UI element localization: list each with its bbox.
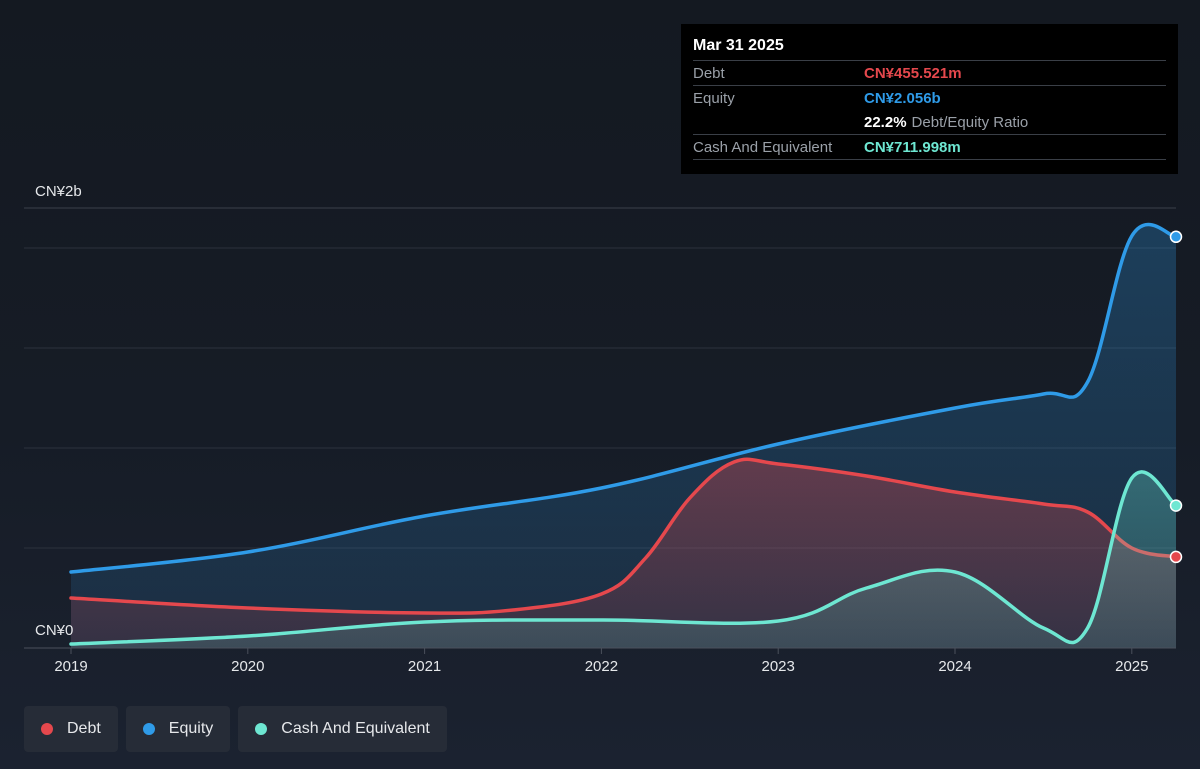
cash-end-marker[interactable] (1169, 499, 1183, 512)
tooltip-row-cash: Cash And Equivalent CN¥711.998m (693, 134, 1166, 160)
x-tick-label: 2022 (584, 658, 619, 675)
x-tick-label: 2019 (54, 658, 88, 675)
equity-end-marker[interactable] (1169, 230, 1183, 244)
y-axis-bottom-label: CN¥0 (35, 622, 74, 639)
debt-dot-icon (41, 723, 53, 735)
tooltip-row-debt: Debt CN¥455.521m (693, 60, 1166, 85)
tooltip-panel: Mar 31 2025 Debt CN¥455.521m Equity CN¥2… (681, 24, 1178, 174)
cash-area (71, 471, 1176, 648)
legend-debt-label: Debt (67, 720, 101, 737)
tooltip-row-ratio: 22.2% Debt/Equity Ratio (693, 110, 1166, 134)
x-tick-label: 2020 (231, 658, 265, 675)
equity-line (69, 222, 1178, 574)
debt-end-marker[interactable] (1169, 550, 1183, 564)
tooltip-equity-value: CN¥2.056b (864, 89, 941, 107)
legend-equity-label: Equity (168, 720, 214, 737)
legend-item-cash[interactable]: Cash And Equivalent (238, 706, 447, 752)
tooltip-row-equity: Equity CN¥2.056b (693, 85, 1166, 110)
tooltip-debt-label: Debt (693, 64, 725, 82)
tooltip-debt-value: CN¥455.521m (864, 64, 962, 82)
tooltip-date: Mar 31 2025 (693, 37, 784, 54)
x-tick-label: 2023 (761, 658, 795, 675)
legend-cash-label: Cash And Equivalent (281, 720, 430, 737)
cash-dot-icon (255, 723, 268, 735)
chart-legend: Debt Equity Cash And Equivalent (24, 706, 447, 752)
cash-line (69, 470, 1178, 646)
tooltip-cash-label: Cash And Equivalent (693, 138, 833, 156)
debt-line (69, 457, 1178, 615)
tooltip-ratio-value: 22.2% (864, 113, 907, 131)
x-tick-label: 2025 (1115, 658, 1149, 675)
x-tick-label: 2021 (407, 658, 442, 675)
equity-dot-icon (142, 723, 155, 735)
x-tick-label: 2024 (938, 658, 972, 675)
tooltip-equity-label: Equity (693, 89, 735, 107)
tooltip-cash-value: CN¥711.998m (864, 138, 961, 156)
legend-item-debt[interactable]: Debt (24, 706, 118, 752)
y-axis-top-label: CN¥2b (35, 183, 82, 200)
legend-item-equity[interactable]: Equity (125, 706, 231, 752)
tooltip-ratio-label: Debt/Equity Ratio (911, 113, 1029, 131)
